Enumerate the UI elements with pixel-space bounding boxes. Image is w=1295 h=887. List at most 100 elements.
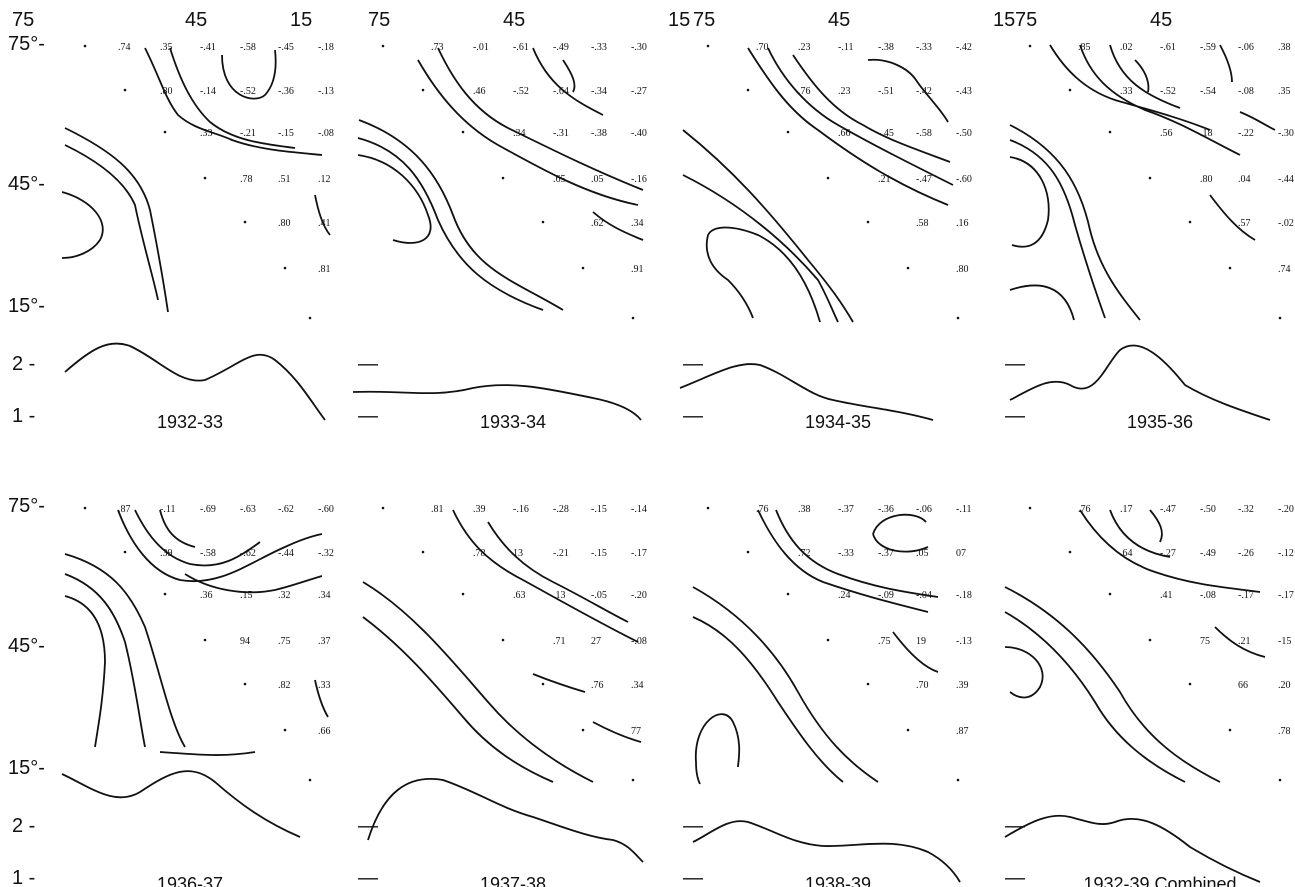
profile-tick-dash: — xyxy=(358,405,378,427)
left-tick-label: 45°- xyxy=(8,635,45,657)
correlation-value: -.11 xyxy=(956,504,971,515)
grid-dot xyxy=(706,506,710,510)
contour-line xyxy=(1109,44,1181,109)
panel-year-label: 1933-34 xyxy=(480,412,546,432)
grid-dot xyxy=(501,638,505,642)
grid-dot xyxy=(956,316,960,320)
correlation-value: -.58 xyxy=(240,42,256,53)
correlation-value: -.34 xyxy=(591,86,607,97)
correlation-value: .66 xyxy=(318,726,331,737)
contour-line xyxy=(362,581,594,783)
contour-line xyxy=(1079,44,1241,156)
profile-tick-label: 1 - xyxy=(12,867,35,887)
correlation-value: .05 xyxy=(591,174,604,185)
correlation-value: -.63 xyxy=(240,504,256,515)
contour-line xyxy=(117,509,323,583)
correlation-value: -.27 xyxy=(631,86,647,97)
correlation-value: -.38 xyxy=(878,42,894,53)
correlation-value: .13 xyxy=(553,590,566,601)
grid-dot xyxy=(203,176,207,180)
contour-line xyxy=(679,363,934,421)
grid-dot xyxy=(1188,682,1192,686)
correlation-value: -.17 xyxy=(1278,590,1294,601)
correlation-value: -.08 xyxy=(1200,590,1216,601)
profile-tick-label: 1 - xyxy=(12,405,35,427)
grid-dot xyxy=(906,266,910,270)
correlation-value: 19 xyxy=(916,636,926,647)
correlation-value: .41 xyxy=(1160,590,1173,601)
grid-dot xyxy=(1108,130,1112,134)
correlation-value: -.28 xyxy=(553,504,569,515)
contour-line xyxy=(1004,586,1221,783)
correlation-value: -.52 xyxy=(1160,86,1176,97)
correlation-value: -.21 xyxy=(240,128,256,139)
panel-6: — — .81 .39 -.16 -.28 -.15 -.14 .78 13 -.21 -.15 -.1… xyxy=(358,504,647,887)
contour-line xyxy=(64,127,169,313)
contour-line xyxy=(562,59,576,93)
contour-line xyxy=(159,509,196,548)
correlation-value: -.44 xyxy=(1278,174,1294,185)
panel-year-label: 1937-38 xyxy=(480,874,546,887)
grid-dot xyxy=(1148,176,1152,180)
correlation-value: .20 xyxy=(1278,680,1291,691)
correlation-value: .80 xyxy=(160,86,173,97)
contour-line xyxy=(707,226,821,323)
correlation-value: .35 xyxy=(160,42,173,53)
contour-line xyxy=(705,234,754,319)
contour-line xyxy=(487,521,629,623)
contour-line xyxy=(682,129,854,323)
correlation-value: .82 xyxy=(278,680,291,691)
correlation-value: -.52 xyxy=(240,86,256,97)
correlation-value: .91 xyxy=(631,264,644,275)
correlation-value: -.33 xyxy=(916,42,932,53)
correlation-value: -.26 xyxy=(1238,548,1254,559)
grid-dot xyxy=(1068,550,1072,554)
contour-line xyxy=(872,513,927,535)
correlation-value: -.61 xyxy=(513,42,529,53)
correlation-value: .34 xyxy=(631,680,644,691)
correlation-value: .62 xyxy=(591,218,604,229)
correlation-value: .64 xyxy=(1120,548,1133,559)
correlation-value: .85 xyxy=(1078,42,1091,53)
profile-tick-dash: — xyxy=(358,353,378,375)
contour-line xyxy=(144,47,323,156)
grid-dot xyxy=(83,506,87,510)
correlation-value: -.13 xyxy=(318,86,334,97)
correlation-value: .35 xyxy=(1278,86,1291,97)
contour-line xyxy=(437,47,644,191)
grid-dot xyxy=(243,682,247,686)
contour-line xyxy=(1004,646,1044,699)
contour-line xyxy=(367,778,644,863)
correlation-value: -.50 xyxy=(956,128,972,139)
correlation-value: -.09 xyxy=(878,590,894,601)
grid-dot xyxy=(461,130,465,134)
panel-5: 75°- 45°- 15°- 2 - 1 - .87 -.11 -.69 -.63 -.62 -.6… xyxy=(8,495,334,887)
correlation-value: .63 xyxy=(513,590,526,601)
correlation-value: 75 xyxy=(1200,636,1210,647)
contour-line xyxy=(872,533,929,553)
correlation-value: -.69 xyxy=(200,504,216,515)
grid-dot xyxy=(866,682,870,686)
panel-year-label: 1936-37 xyxy=(157,874,223,887)
correlation-value: -.51 xyxy=(878,86,894,97)
correlation-value: -.45 xyxy=(278,42,294,53)
contour-line xyxy=(61,191,104,259)
correlation-value: -.60 xyxy=(318,504,334,515)
correlation-value: -.11 xyxy=(160,504,175,515)
correlation-value: .23 xyxy=(838,86,851,97)
correlation-value: .65 xyxy=(553,174,566,185)
correlation-value: .70 xyxy=(916,680,929,691)
correlation-value: -.17 xyxy=(631,548,647,559)
contour-line xyxy=(695,761,701,785)
correlation-value: -.36 xyxy=(278,86,294,97)
correlation-value: .66 xyxy=(838,128,851,139)
top-tick-label: 45 xyxy=(1150,9,1172,31)
grid-dot xyxy=(283,728,287,732)
correlation-value: .36 xyxy=(200,590,213,601)
contour-line xyxy=(64,342,326,421)
contour-line xyxy=(747,47,949,206)
correlation-value: -.61 xyxy=(1160,42,1176,53)
contour-line xyxy=(314,194,331,236)
top-tick-label: 75 xyxy=(368,9,390,31)
correlation-value: .58 xyxy=(916,218,929,229)
